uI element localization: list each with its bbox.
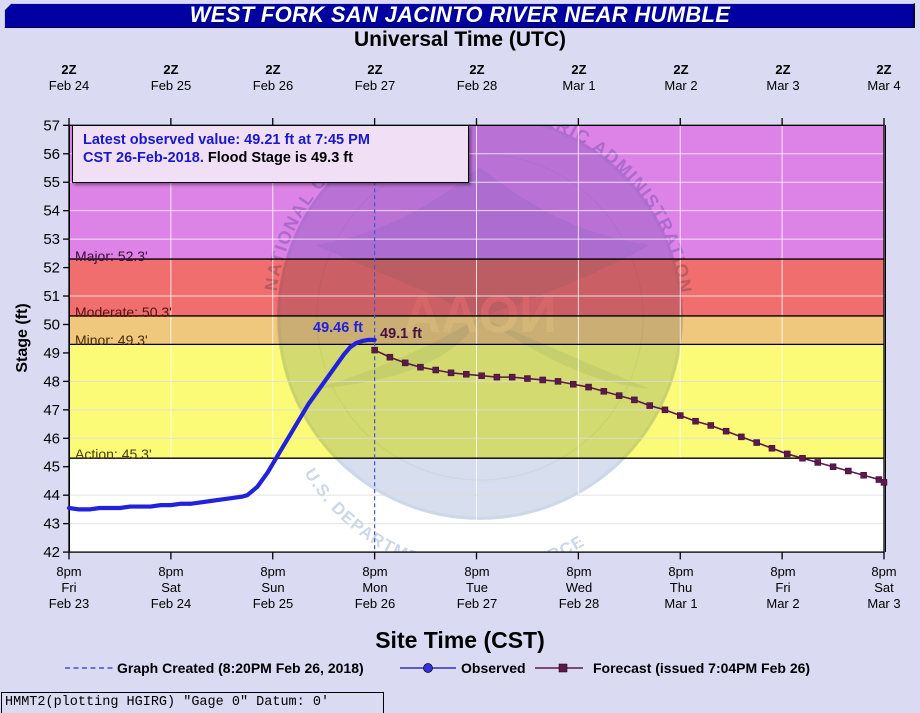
svg-text:57: 57 — [43, 117, 60, 134]
svg-text:55: 55 — [43, 174, 60, 191]
svg-text:49.46 ft: 49.46 ft — [313, 320, 363, 336]
svg-text:43: 43 — [43, 516, 60, 533]
svg-text:Graph Created (8:20PM Feb 26,: Graph Created (8:20PM Feb 26, 2018) — [117, 660, 364, 676]
svg-text:47: 47 — [43, 402, 60, 419]
svg-text:42: 42 — [43, 544, 60, 561]
svg-text:49.1 ft: 49.1 ft — [380, 326, 422, 342]
svg-text:53: 53 — [43, 231, 60, 248]
svg-text:48: 48 — [43, 373, 60, 390]
svg-text:44: 44 — [43, 487, 60, 504]
svg-text:52: 52 — [43, 260, 60, 277]
svg-text:56: 56 — [43, 146, 60, 163]
svg-text:45: 45 — [43, 459, 60, 476]
svg-text:51: 51 — [43, 288, 60, 305]
svg-text:54: 54 — [43, 203, 60, 220]
svg-text:Forecast (issued 7:04PM Feb 26: Forecast (issued 7:04PM Feb 26) — [593, 660, 810, 676]
svg-text:49: 49 — [43, 345, 60, 362]
svg-text:50: 50 — [43, 316, 60, 333]
svg-text:Observed: Observed — [461, 660, 526, 676]
svg-text:46: 46 — [43, 430, 60, 447]
